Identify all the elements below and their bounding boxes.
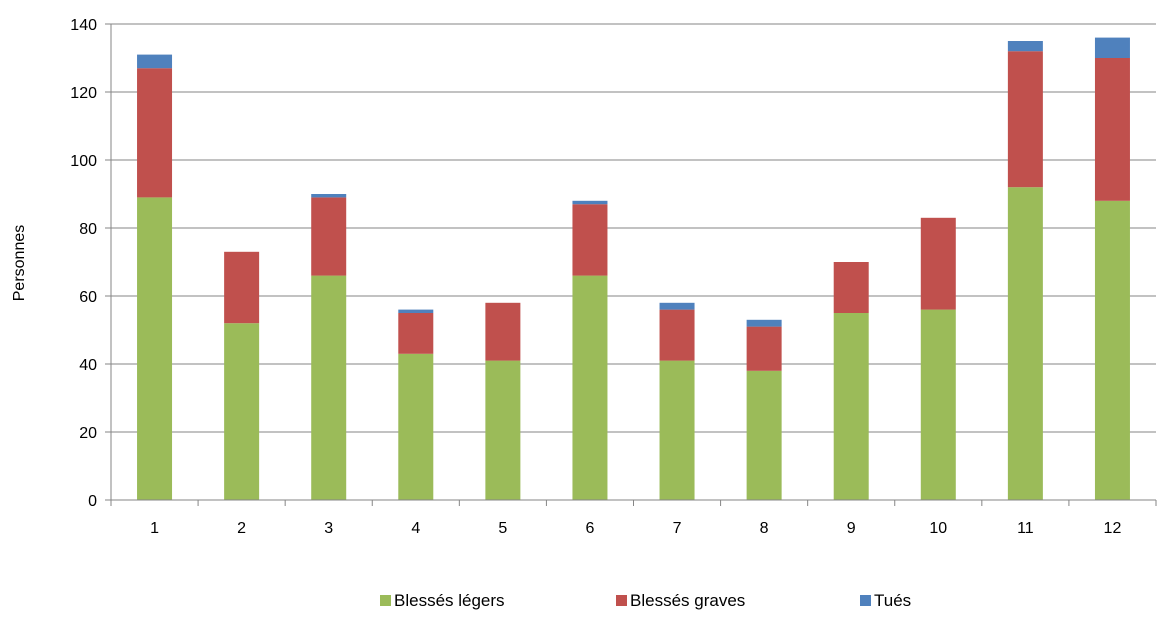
y-tick-label-100: 100: [70, 153, 97, 170]
y-tick-label-80: 80: [79, 221, 97, 238]
bar-2-series-2: [224, 251, 260, 324]
bar-1-series-3: [137, 54, 173, 69]
x-tick-label-5: 5: [498, 520, 507, 537]
bar-12-series-3: [1094, 37, 1130, 58]
bar-7-series-3: [659, 302, 695, 310]
bar-6-series-2: [572, 204, 608, 276]
x-tick-label-7: 7: [673, 520, 682, 537]
bar-10-series-2: [920, 217, 956, 310]
bar-10-series-1: [920, 309, 956, 500]
y-tick-label-120: 120: [70, 85, 97, 102]
legend: Blessés légers Blessés graves Tués: [380, 591, 911, 610]
x-tick-label-2: 2: [237, 520, 246, 537]
y-tick-label-140: 140: [70, 17, 97, 34]
legend-label-1: Blessés légers: [394, 591, 505, 610]
y-tick-label-60: 60: [79, 289, 97, 306]
bar-12-series-1: [1094, 200, 1130, 501]
legend-swatch-2: [616, 595, 627, 606]
gridlines: [111, 23, 1156, 433]
bar-9-series-1: [833, 313, 869, 500]
x-tick-label-10: 10: [929, 520, 947, 537]
y-tick-label-0: 0: [88, 493, 97, 510]
bar-8-series-3: [746, 319, 782, 327]
bars: [137, 37, 1130, 501]
x-tick-label-12: 12: [1104, 520, 1122, 537]
x-tick-label-4: 4: [411, 520, 420, 537]
bar-3-series-1: [311, 275, 347, 500]
x-tick-label-11: 11: [1017, 520, 1034, 537]
y-tick-label-40: 40: [79, 357, 97, 374]
bar-11-series-3: [1007, 41, 1043, 52]
bar-6-series-3: [572, 200, 608, 205]
bar-4-series-3: [398, 309, 434, 313]
x-tick-label-6: 6: [586, 520, 595, 537]
bar-2-series-1: [224, 323, 260, 500]
bar-5-series-2: [485, 302, 521, 361]
bar-7-series-1: [659, 360, 695, 500]
bar-4-series-1: [398, 353, 434, 500]
bar-7-series-2: [659, 309, 695, 361]
legend-label-3: Tués: [874, 591, 911, 610]
x-tick-label-1: 1: [150, 520, 159, 537]
x-tick-label-9: 9: [847, 520, 856, 537]
legend-swatch-3: [860, 595, 871, 606]
bar-11-series-1: [1007, 187, 1043, 500]
bar-8-series-1: [746, 370, 782, 500]
x-tick-label-8: 8: [760, 520, 769, 537]
bar-12-series-2: [1094, 58, 1130, 201]
bar-6-series-1: [572, 275, 608, 500]
bar-8-series-2: [746, 326, 782, 371]
x-tick-label-3: 3: [324, 520, 333, 537]
bar-1-series-2: [137, 68, 173, 198]
legend-swatch-1: [380, 595, 391, 606]
bar-1-series-1: [137, 197, 173, 500]
y-axis-title: Personnes: [11, 225, 28, 302]
legend-label-2: Blessés graves: [630, 591, 745, 610]
bar-4-series-2: [398, 313, 434, 354]
bar-3-series-2: [311, 197, 347, 276]
bar-9-series-2: [833, 262, 869, 313]
y-tick-label-20: 20: [79, 425, 97, 442]
bar-11-series-2: [1007, 51, 1043, 188]
bar-3-series-3: [311, 194, 347, 198]
bar-5-series-1: [485, 360, 521, 500]
